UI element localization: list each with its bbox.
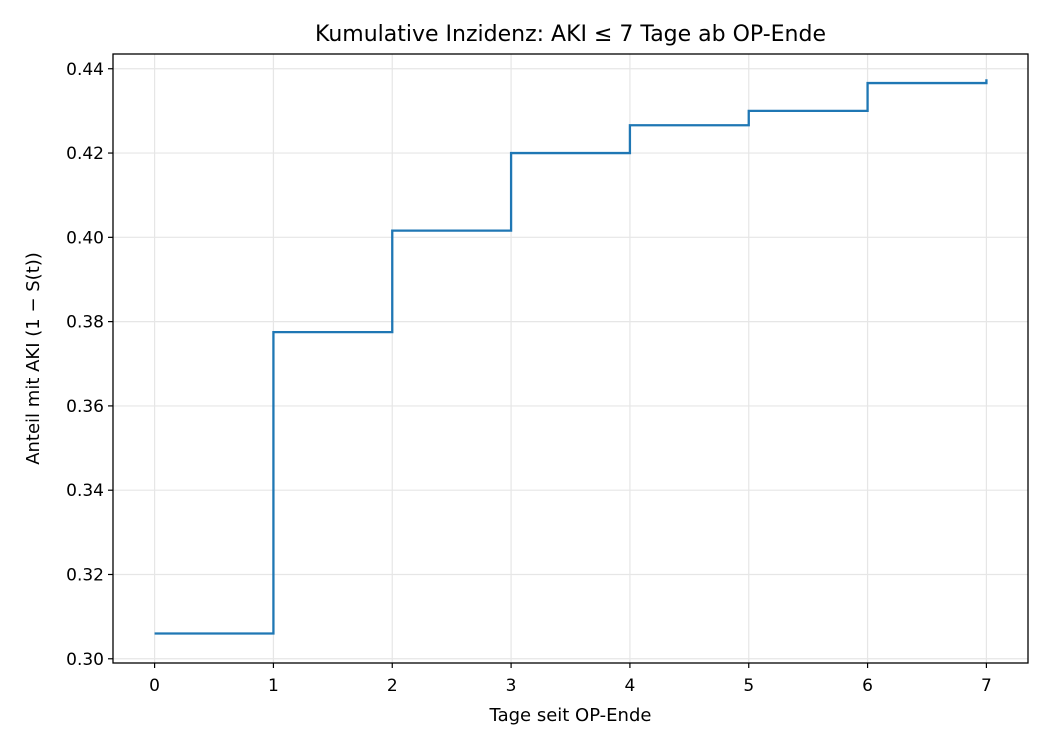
x-axis-label: Tage seit OP-Ende [489,705,652,726]
x-axis: 0 1 2 3 4 5 6 7 [149,663,992,696]
y-tick-label: 0.34 [66,481,104,501]
x-tick-label: 4 [625,676,636,696]
y-axis-label: Anteil mit AKI (1 − S(t)) [23,252,44,465]
x-tick-label: 5 [743,676,754,696]
y-tick-label: 0.36 [66,397,104,417]
x-tick-label: 2 [387,676,398,696]
series-layer [154,79,988,635]
y-tick-label: 0.44 [66,60,104,80]
y-tick-label: 0.30 [66,650,104,670]
y-tick-label: 0.32 [66,565,104,585]
x-tick-label: 1 [268,676,279,696]
x-tick-label: 6 [862,676,873,696]
y-tick-label: 0.42 [66,144,104,164]
x-tick-label: 3 [506,676,517,696]
grid [113,54,1028,663]
x-tick-label: 7 [981,676,992,696]
chart-title: Kumulative Inzidenz: AKI ≤ 7 Tage ab OP-… [315,22,826,47]
x-tick-label: 0 [149,676,160,696]
y-tick-label: 0.40 [66,228,104,248]
y-axis: 0.30 0.32 0.34 0.36 0.38 0.40 0.42 0.44 [66,60,113,670]
plot-frame [112,53,1029,664]
series-step-line [154,79,988,635]
y-tick-label: 0.38 [66,313,104,333]
